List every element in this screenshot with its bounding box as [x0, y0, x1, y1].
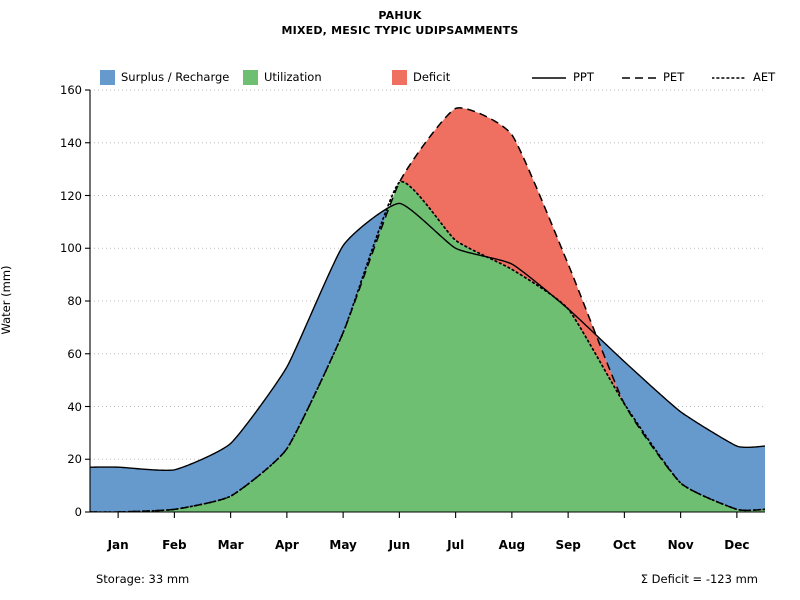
legend-item-pet[interactable]: PET — [622, 68, 684, 86]
legend-item-surplus[interactable]: Surplus / Recharge — [100, 68, 229, 86]
x-tick-feb: Feb — [162, 538, 187, 552]
legend-item-aet[interactable]: AET — [712, 68, 775, 86]
x-tick-aug: Aug — [498, 538, 526, 552]
surplus-swatch-icon — [100, 69, 115, 85]
dotted-line-icon — [712, 70, 746, 85]
chart-title: PAHUK MIXED, MESIC TYPIC UDIPSAMMENTS — [0, 8, 800, 38]
x-tick-apr: Apr — [274, 538, 299, 552]
x-tick-jul: Jul — [447, 538, 465, 552]
dashed-line-icon — [622, 70, 656, 85]
x-tick-oct: Oct — [612, 538, 636, 552]
legend-item-ppt[interactable]: PPT — [532, 68, 594, 86]
legend-label-ppt: PPT — [573, 70, 594, 84]
x-tick-dec: Dec — [724, 538, 750, 552]
y-tick-40: 40 — [67, 399, 82, 414]
x-tick-mar: Mar — [217, 538, 244, 552]
y-tick-80: 80 — [67, 294, 82, 308]
x-tick-nov: Nov — [667, 538, 694, 552]
legend-label-pet: PET — [663, 70, 685, 84]
deficit-swatch-icon — [392, 69, 407, 85]
x-tick-jan: Jan — [107, 538, 129, 552]
legend-label-deficit: Deficit — [413, 70, 451, 84]
x-tick-may: May — [329, 538, 357, 552]
x-tick-sep: Sep — [555, 538, 581, 552]
legend-label-surplus: Surplus / Recharge — [121, 70, 230, 84]
legend-label-utilization: Utilization — [264, 70, 322, 84]
storage-annotation: Storage: 33 mm — [96, 572, 190, 586]
legend-label-aet: AET — [753, 70, 776, 84]
x-tick-jun: Jun — [388, 538, 411, 552]
y-tick-20: 20 — [67, 452, 82, 467]
chart-title-line1: PAHUK — [378, 9, 422, 22]
chart-title-line2: MIXED, MESIC TYPIC UDIPSAMMENTS — [281, 24, 519, 37]
deficit-annotation: Σ Deficit = -123 mm — [640, 572, 758, 586]
y-tick-0: 0 — [74, 505, 82, 519]
legend-item-utilization[interactable]: Utilization — [243, 68, 322, 86]
y-tick-60: 60 — [67, 346, 82, 361]
y-tick-100: 100 — [60, 241, 82, 256]
utilization-swatch-icon — [243, 69, 258, 85]
y-tick-120: 120 — [60, 188, 82, 203]
legend-item-deficit[interactable]: Deficit — [392, 68, 450, 86]
chart-legend: Surplus / Recharge Utilization Deficit P… — [100, 68, 775, 86]
solid-line-icon — [532, 70, 566, 85]
y-tick-160: 160 — [60, 83, 82, 97]
y-tick-140: 140 — [60, 135, 82, 150]
